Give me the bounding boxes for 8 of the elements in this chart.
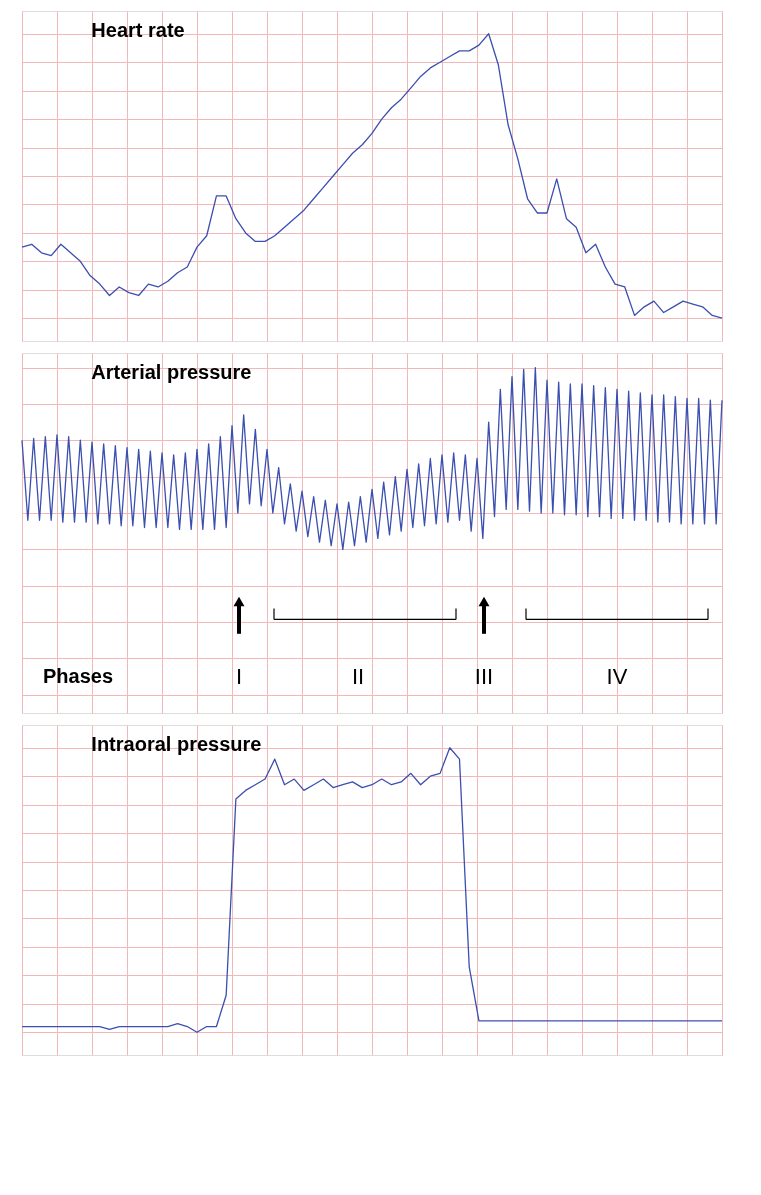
chart-title: Arterial pressure bbox=[91, 361, 252, 383]
text: II bbox=[351, 664, 365, 689]
chart-title: Intraoral pressure bbox=[91, 733, 262, 755]
text: I bbox=[235, 664, 243, 689]
text: IV bbox=[606, 664, 628, 689]
chart-title: Heart rate bbox=[91, 19, 185, 41]
text: III bbox=[474, 664, 494, 689]
text: Phases bbox=[43, 665, 114, 687]
